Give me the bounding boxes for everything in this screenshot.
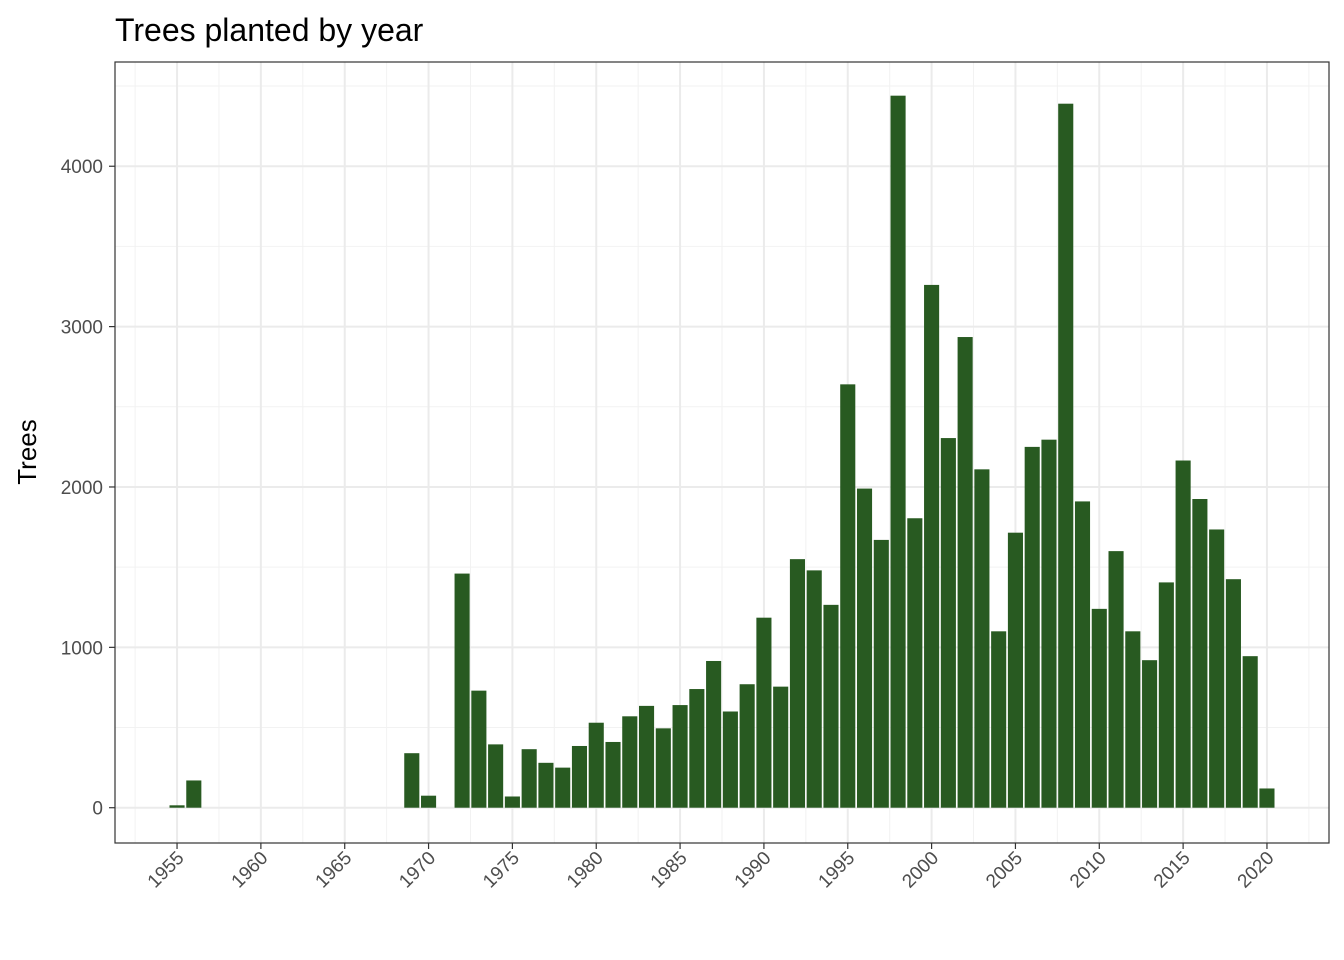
x-tick-label: 1970 [395,848,440,893]
bar-1984 [655,728,671,808]
bar-1976 [521,749,537,808]
bar-2012 [1125,631,1141,808]
x-tick-label: 2020 [1234,848,1279,893]
bar-2019 [1242,656,1258,808]
y-axis: 0 1000 2000 3000 4000 [61,157,115,820]
bar-1975 [504,796,520,808]
x-tick-label: 1990 [731,848,776,893]
bar-1995 [840,384,856,808]
bar-1996 [856,488,873,808]
bar-1994 [823,604,839,808]
x-tick-label: 2005 [982,848,1027,893]
bar-1972 [454,573,470,808]
bar-1992 [789,559,806,808]
x-axis: 1955 1960 1965 1970 1975 1980 1985 1990 1995 2000… [144,843,1279,893]
y-tick-label: 0 [92,799,103,820]
chart-title: Trees planted by year [115,12,424,48]
y-tick-label: 1000 [61,638,103,659]
bar-2010 [1091,608,1107,808]
bar-1993 [806,570,822,808]
bar-2004 [991,631,1007,808]
bar-1999 [907,518,923,808]
bar-2011 [1108,551,1124,808]
x-tick-label: 1975 [479,848,524,893]
bar-1998 [890,95,906,808]
x-tick-label: 1985 [647,848,692,893]
bars [169,95,1275,808]
bar-2005 [1007,532,1023,808]
y-tick-label: 4000 [61,157,103,178]
bar-1955 [169,805,185,808]
bar-1989 [739,684,755,808]
bar-1987 [706,660,722,808]
bar-1978 [555,767,571,808]
bar-2001 [940,438,956,808]
bar-2013 [1142,660,1158,808]
x-tick-label: 1955 [144,848,189,893]
x-tick-label: 2000 [898,848,943,893]
bar-1985 [672,705,688,808]
bar-1979 [571,745,588,808]
bar-1983 [638,705,655,808]
bar-1977 [538,762,554,808]
x-tick-label: 2015 [1150,848,1195,893]
bar-1991 [773,686,789,808]
bar-2018 [1225,579,1241,808]
bar-1981 [605,741,621,808]
bar-2015 [1175,460,1191,808]
bar-2009 [1074,501,1091,808]
x-tick-label: 1965 [312,848,357,893]
x-tick-label: 1995 [815,848,860,893]
panel-border [114,61,1330,844]
y-axis-label: Trees [12,419,42,485]
bar-2014 [1158,582,1174,808]
bar-1980 [588,722,604,808]
bar-2003 [974,469,990,808]
bar-1982 [622,716,638,808]
bar-2016 [1192,499,1208,808]
bar-2008 [1058,103,1074,808]
y-tick-label: 3000 [61,318,103,339]
bar-2007 [1041,439,1057,808]
bar-1986 [689,689,705,808]
bar-1997 [873,539,889,808]
x-tick-label: 1960 [228,848,273,893]
bar-2002 [957,337,973,808]
bar-1973 [471,690,487,808]
bar-1988 [722,711,738,808]
bar-1970 [421,795,437,808]
bar-2000 [924,284,940,808]
bar-2020 [1259,788,1275,808]
bar-2006 [1024,446,1040,808]
x-tick-label: 2010 [1066,848,1111,893]
bar-1956 [186,780,202,808]
bar-1990 [756,617,772,808]
bar-1969 [404,753,420,808]
bar-1974 [488,744,504,808]
bar-2017 [1209,529,1225,808]
y-tick-label: 2000 [61,478,103,499]
x-tick-label: 1980 [563,848,608,893]
